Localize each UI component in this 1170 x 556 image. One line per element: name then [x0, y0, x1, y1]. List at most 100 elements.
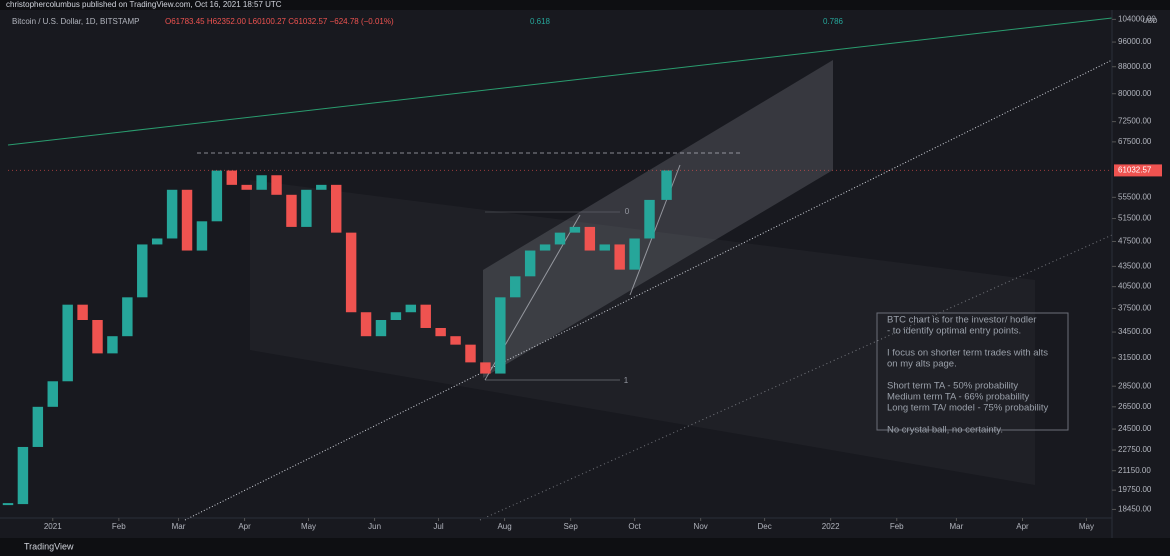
fib-label: 1 [624, 376, 629, 385]
candle [107, 336, 118, 354]
candle [32, 406, 44, 447]
x-tick-label: Sep [564, 522, 579, 531]
y-tick-label: 51500.00 [1118, 214, 1152, 223]
y-tick-label: 88000.00 [1118, 62, 1152, 71]
y-tick-label: 47500.00 [1118, 237, 1152, 246]
candle [77, 304, 88, 321]
candle [539, 244, 551, 251]
candle [241, 184, 252, 190]
y-tick-label: 43500.00 [1118, 261, 1152, 270]
candle [330, 184, 342, 233]
y-tick-label: 96000.00 [1118, 37, 1152, 46]
candle [181, 189, 193, 251]
note-box [876, 312, 1069, 431]
y-tick-label: 72500.00 [1118, 117, 1152, 126]
fib-label: 0 [625, 207, 630, 216]
candle [17, 446, 29, 505]
note-line: on my alts page. [887, 359, 957, 370]
footer-bar [0, 538, 1170, 556]
x-tick-label: Jul [433, 522, 443, 531]
candle [661, 170, 672, 200]
x-tick-label: May [301, 522, 316, 531]
candle [47, 381, 58, 407]
candle [554, 232, 566, 245]
note-line: No crystal ball, no certainty. [887, 425, 1003, 436]
x-tick-label: Aug [497, 522, 511, 531]
candle [420, 304, 431, 328]
candle [196, 221, 208, 251]
header-bar [0, 0, 1170, 10]
y-tick-label: 19750.00 [1118, 485, 1152, 494]
candle [524, 250, 536, 277]
x-tick-label: Apr [238, 522, 251, 531]
y-tick-label: 80000.00 [1118, 89, 1152, 98]
candle [480, 362, 491, 374]
y-tick-label: 40500.00 [1118, 282, 1152, 291]
x-tick-label: Mar [172, 522, 186, 531]
note-line: Medium term TA - 66% probability [887, 392, 1029, 403]
trend-line [7, 17, 1113, 146]
candle [286, 194, 297, 227]
x-tick-label: Nov [694, 522, 708, 531]
x-tick-label: Feb [890, 522, 904, 531]
candle [151, 238, 163, 245]
note-line: - to identify optimal entry points. [887, 326, 1021, 337]
candle [226, 170, 238, 185]
fib-label: 0.618 [530, 17, 551, 26]
candle [644, 199, 655, 239]
candle [345, 232, 357, 313]
unit: USD [1143, 18, 1158, 25]
x-tick-label: Apr [1016, 522, 1029, 531]
x-tick-label: 2021 [44, 522, 62, 531]
candle [599, 244, 610, 251]
price-tag-label: 61032.57 [1118, 166, 1152, 175]
note-line: Long term TA/ model - 75% probability [887, 403, 1048, 414]
candle [584, 226, 596, 251]
channel [483, 60, 833, 378]
x-tick-label: May [1079, 522, 1094, 531]
y-tick-label: 28500.00 [1118, 381, 1152, 390]
candle [465, 344, 476, 363]
note-line: BTC chart is for the investor/ hodler [887, 315, 1036, 326]
candle [569, 226, 581, 233]
candle [510, 276, 521, 298]
y-tick-label: 18450.00 [1118, 505, 1152, 514]
candle [271, 175, 282, 195]
y-tick-label: 22750.00 [1118, 445, 1152, 454]
y-tick-label: 67500.00 [1118, 137, 1152, 146]
candle [316, 184, 327, 190]
fib-label: 0.786 [823, 17, 844, 26]
y-tick-label: 31500.00 [1118, 353, 1152, 362]
candle [375, 320, 387, 337]
publisher: christophercolumbus published on Trading… [6, 0, 282, 9]
candle [390, 312, 402, 321]
brand: TradingView [24, 541, 74, 551]
candle [62, 304, 73, 382]
candle [211, 170, 223, 222]
candle [435, 327, 446, 337]
x-tick-label: Mar [950, 522, 964, 531]
y-tick-label: 24500.00 [1118, 424, 1152, 433]
candle [122, 297, 133, 337]
x-tick-label: Feb [112, 522, 126, 531]
candle [137, 244, 148, 298]
note-line: I focus on shorter term trades with alts [887, 348, 1048, 359]
symbol: Bitcoin / U.S. Dollar, 1D, BITSTAMP [12, 17, 139, 26]
candle [614, 244, 625, 270]
x-tick-label: Dec [757, 522, 771, 531]
x-tick-label: Jun [368, 522, 381, 531]
x-tick-label: 2022 [822, 522, 840, 531]
price-tag [1114, 164, 1162, 177]
y-tick-label: 104000.00 [1118, 14, 1156, 23]
candle [450, 336, 461, 345]
y-tick-label: 34500.00 [1118, 327, 1152, 336]
ohlc: O61783.45 H62352.00 L60100.27 C61032.57 … [165, 17, 394, 26]
candle [495, 297, 506, 374]
candle [629, 238, 640, 270]
x-tick-label: Oct [628, 522, 641, 531]
y-tick-label: 55500.00 [1118, 192, 1152, 201]
candle [256, 175, 267, 190]
